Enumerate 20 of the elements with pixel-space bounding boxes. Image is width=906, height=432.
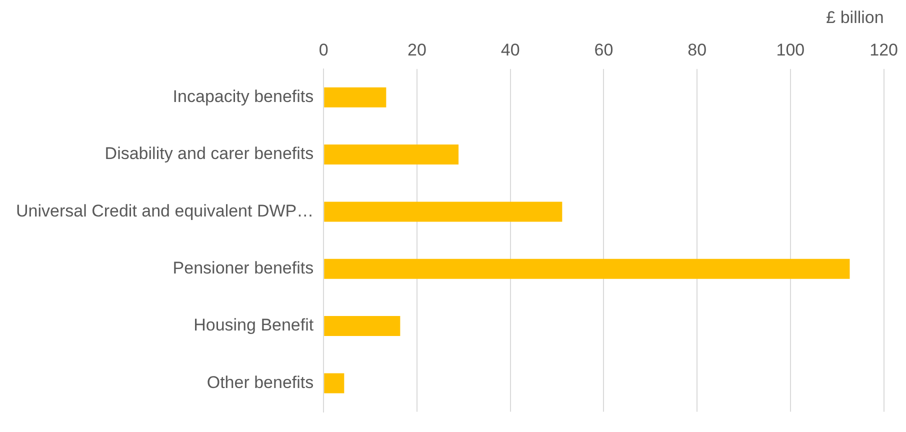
bar (324, 316, 400, 336)
y-tick-label: Housing Benefit (194, 316, 314, 335)
bar (324, 373, 344, 394)
x-tick-label: 40 (500, 40, 520, 60)
x-tick-label: 80 (688, 40, 707, 60)
x-tick-label: 60 (594, 40, 614, 60)
x-axis-title: £ billion (826, 8, 884, 27)
x-tick-label: 20 (408, 40, 426, 60)
y-tick-label: Disability and carer benefits (104, 144, 314, 164)
bar (324, 144, 459, 165)
bar (324, 258, 850, 279)
y-tick-label: Other benefits (206, 372, 314, 392)
x-tick-label: 120 (870, 40, 898, 60)
y-tick-label: Incapacity benefits (172, 87, 314, 106)
x-tick-label: 100 (776, 40, 805, 60)
bar (324, 202, 562, 222)
x-tick-label: 0 (318, 40, 328, 60)
y-tick-label: Pensioner benefits (172, 258, 314, 278)
y-tick-label: Universal Credit and equivalent DWP… (16, 201, 314, 220)
bar (324, 87, 386, 108)
